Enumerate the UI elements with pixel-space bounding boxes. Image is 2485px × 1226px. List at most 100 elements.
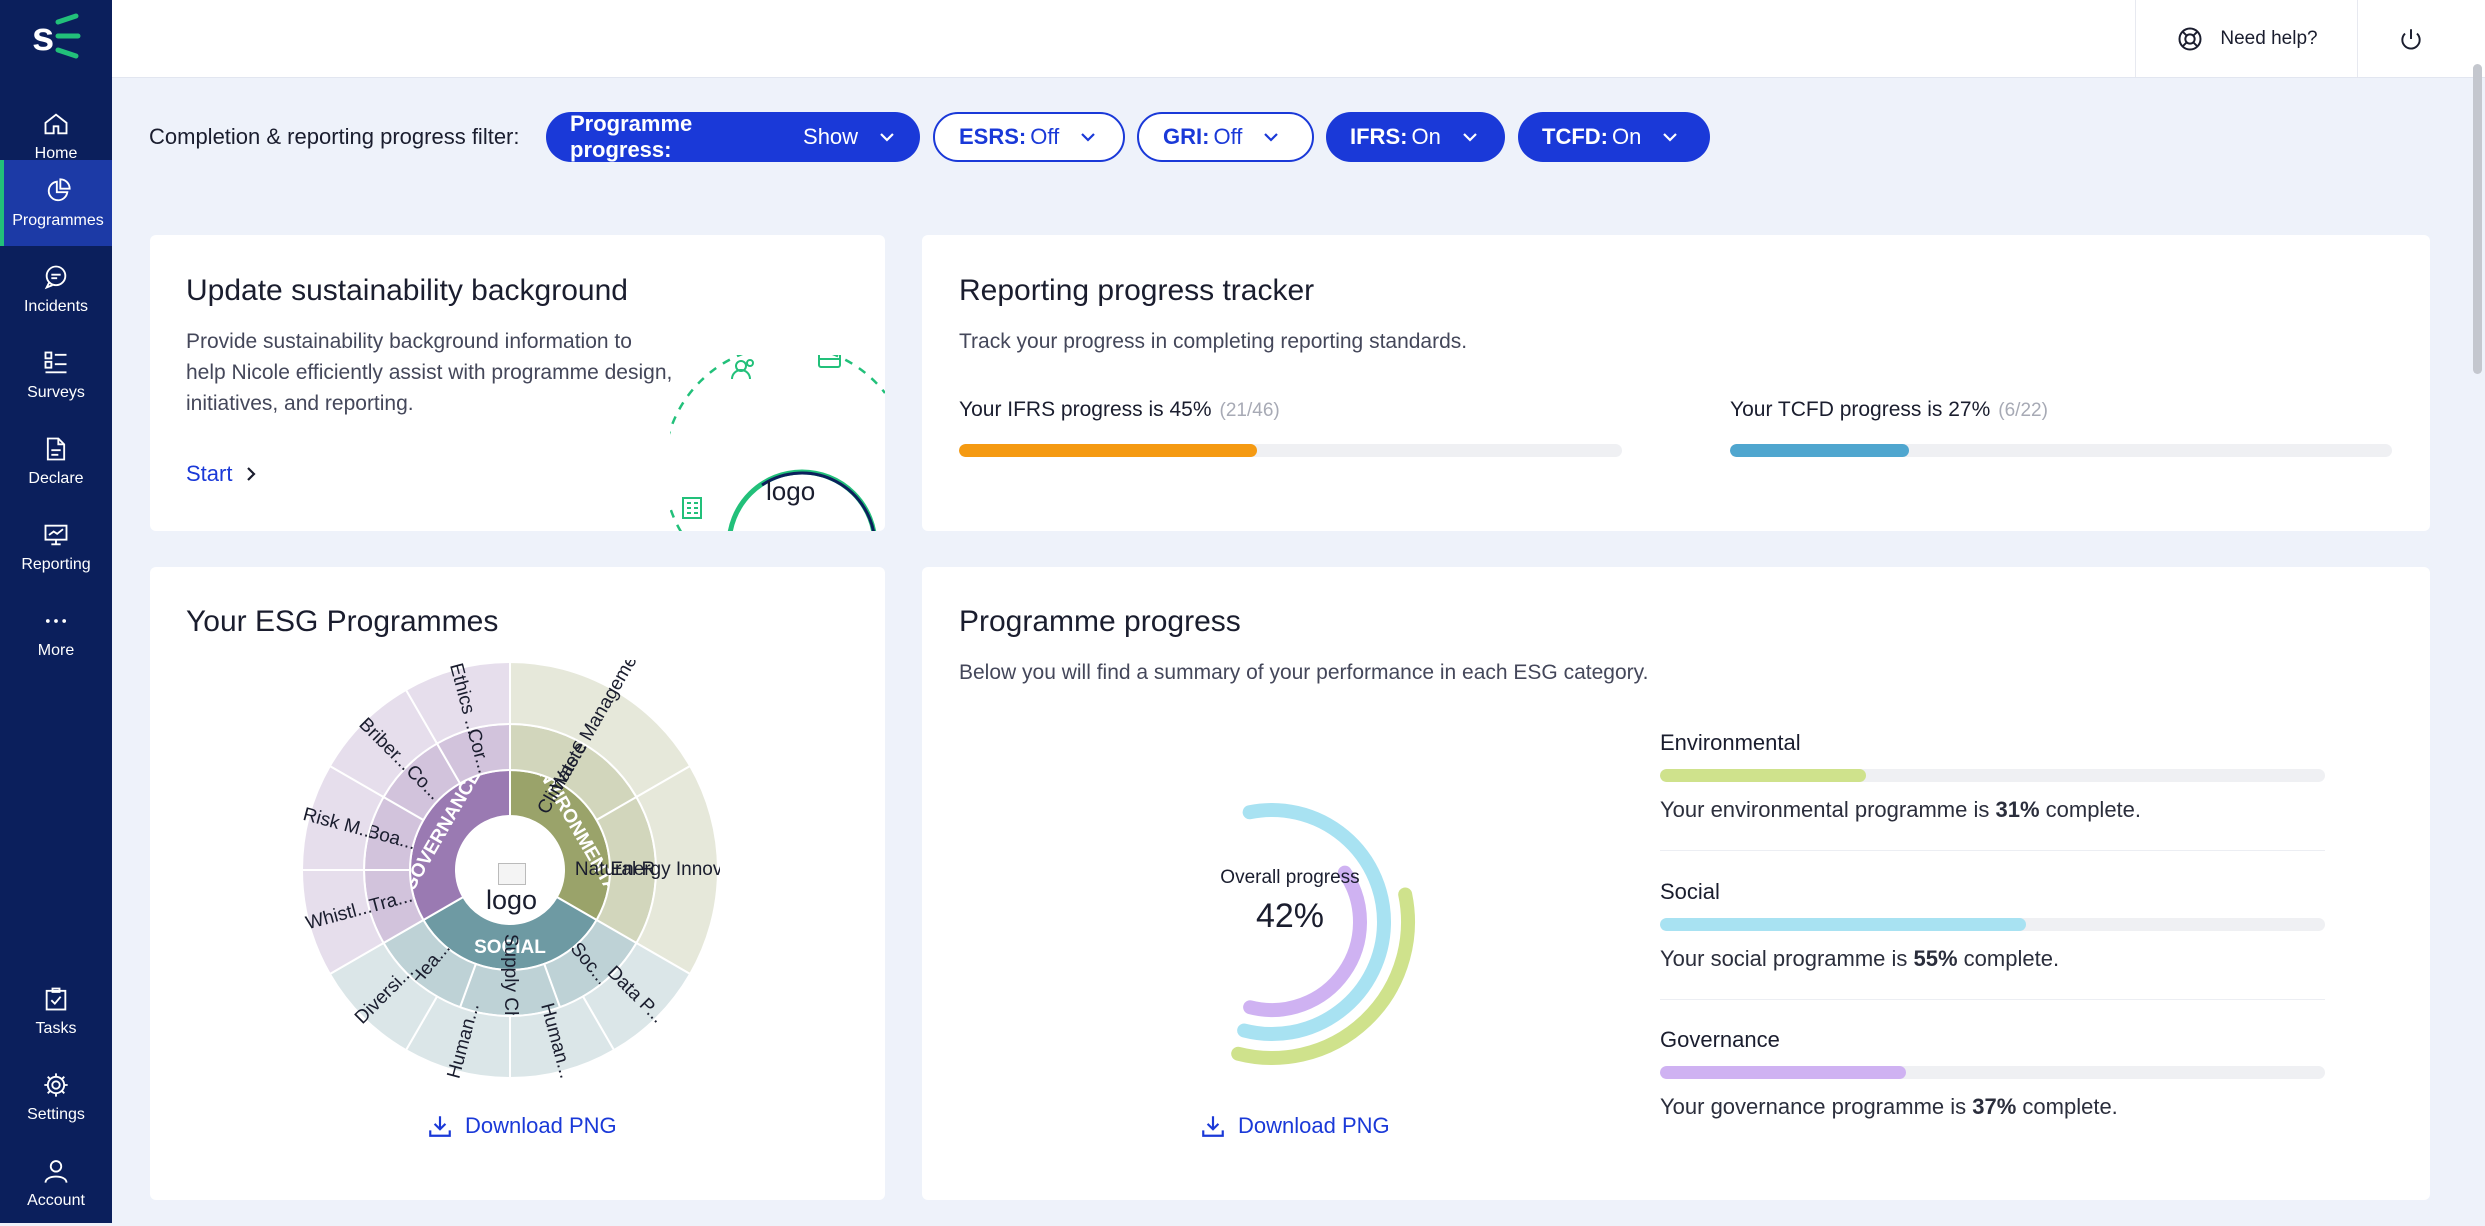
ifrs-progress-text: Your IFRS progress is 45% bbox=[959, 398, 1212, 421]
svg-text:s: s bbox=[32, 15, 54, 59]
download-icon bbox=[429, 1116, 451, 1137]
card-description: Provide sustainability background inform… bbox=[186, 330, 673, 415]
social-progress-bar bbox=[1660, 918, 2325, 931]
chevron-down-icon bbox=[1463, 133, 1477, 142]
need-help-label: Need help? bbox=[2220, 27, 2318, 49]
start-label: Start bbox=[186, 461, 233, 486]
chip-value: On bbox=[1611, 124, 1642, 149]
more-dots-icon bbox=[45, 618, 67, 623]
social-label: Social bbox=[1660, 879, 1720, 904]
chip-value: Off bbox=[1030, 124, 1060, 149]
filter-chip-ifrs[interactable]: IFRS: On bbox=[1326, 112, 1505, 162]
chip-value: On bbox=[1411, 124, 1441, 149]
ifrs-progress-count: (21/46) bbox=[1219, 400, 1280, 421]
filter-chip-tcfd[interactable]: TCFD: On bbox=[1518, 112, 1710, 162]
programme-progress-card: Programme progress Below you will find a… bbox=[922, 567, 2430, 1200]
nav-account[interactable]: Account bbox=[0, 1140, 112, 1226]
ifrs-progress-bar bbox=[959, 444, 1622, 457]
esg-programmes-card: Your ESG Programmes ENVIRONMENTAL Climate… bbox=[150, 567, 885, 1200]
filter-chip-gri[interactable]: GRI: Off bbox=[1137, 112, 1314, 162]
card-title: Update sustainability background bbox=[186, 274, 628, 307]
nav-reporting-label: Reporting bbox=[21, 555, 91, 573]
ifrs-progress-fill bbox=[959, 444, 1258, 457]
tcfd-progress-count: (6/22) bbox=[1998, 400, 2048, 421]
chevron-down-icon bbox=[880, 133, 894, 142]
nav-surveys-label: Surveys bbox=[27, 383, 85, 401]
nav-more[interactable]: More bbox=[0, 590, 112, 676]
card-title: Programme progress bbox=[959, 605, 1241, 638]
logout-button[interactable] bbox=[2357, 0, 2464, 77]
top-bar bbox=[112, 0, 2485, 78]
filter-chip-esrs[interactable]: ESRS: Off bbox=[933, 112, 1125, 162]
sidebar: s Home Programmes Incidents Surveys Decl… bbox=[0, 0, 112, 1223]
environmental-summary: Your environmental programme is 31% comp… bbox=[1660, 797, 2141, 823]
document-icon bbox=[46, 437, 66, 460]
monitor-chart-icon bbox=[44, 524, 68, 545]
nav-declare-label: Declare bbox=[28, 469, 84, 487]
building-icon bbox=[682, 497, 702, 519]
sunburst-outer-label: Energy Innovation bbox=[610, 859, 720, 880]
summary-percent: 31% bbox=[1995, 797, 2040, 822]
radial-arc-governance bbox=[1243, 865, 1367, 1017]
governance-progress-bar bbox=[1660, 1066, 2325, 1079]
nav-account-label: Account bbox=[27, 1191, 85, 1209]
tcfd-progress-fill bbox=[1730, 444, 1909, 457]
filter-chip-programme-progress[interactable]: Programme progress: Show bbox=[546, 111, 920, 162]
pie-chart-icon bbox=[47, 177, 71, 201]
sunburst-outer-segment[interactable] bbox=[404, 660, 511, 745]
power-icon bbox=[2401, 28, 2421, 49]
chip-key: Programme progress: bbox=[570, 111, 693, 162]
gear-icon bbox=[44, 1072, 68, 1097]
nav-reporting[interactable]: Reporting bbox=[0, 504, 112, 590]
background-illustration bbox=[670, 355, 885, 531]
environmental-progress-fill bbox=[1660, 769, 1867, 782]
sustainability-background-card: Update sustainability background Provide… bbox=[150, 235, 885, 531]
card-title: Your ESG Programmes bbox=[186, 605, 499, 638]
nav-home[interactable]: Home bbox=[0, 93, 112, 179]
card-subtitle: Track your progress in completing report… bbox=[959, 330, 1468, 353]
chip-key: IFRS: bbox=[1350, 124, 1408, 149]
nav-settings[interactable]: Settings bbox=[0, 1054, 112, 1140]
summary-text: Your governance programme is bbox=[1660, 1094, 1973, 1119]
nav-more-label: More bbox=[37, 641, 75, 659]
nav-tasks[interactable]: Tasks bbox=[0, 968, 112, 1054]
governance-progress-fill bbox=[1660, 1066, 1907, 1079]
chip-key: ESRS: bbox=[959, 124, 1027, 149]
esg-download-png-button[interactable]: Download PNG bbox=[427, 1113, 617, 1139]
nav-programmes[interactable]: Programmes bbox=[0, 160, 112, 246]
nav-home-label: Home bbox=[34, 144, 78, 162]
chevron-down-icon bbox=[1663, 133, 1678, 142]
radial-arc-environmental bbox=[1231, 887, 1415, 1065]
survey-list-icon bbox=[44, 351, 67, 373]
nav-declare[interactable]: Declare bbox=[0, 418, 112, 504]
progress-download-png-button[interactable]: Download PNG bbox=[1200, 1113, 1390, 1139]
environmental-progress-bar bbox=[1660, 769, 2325, 782]
summary-suffix: complete. bbox=[2039, 797, 2142, 822]
background-logo-placeholder: logo bbox=[766, 476, 816, 506]
nav-surveys[interactable]: Surveys bbox=[0, 332, 112, 418]
chat-bubble-icon bbox=[44, 265, 67, 289]
people-icon bbox=[731, 359, 754, 380]
brand-logo[interactable]: s bbox=[28, 10, 84, 62]
overall-progress-label: Overall progress bbox=[1220, 867, 1360, 888]
nav-incidents[interactable]: Incidents bbox=[0, 246, 112, 332]
environmental-label: Environmental bbox=[1660, 730, 1801, 755]
summary-percent: 37% bbox=[1972, 1094, 2017, 1119]
social-progress-fill bbox=[1660, 918, 2026, 931]
reporting-progress-tracker-card: Reporting progress tracker Track your pr… bbox=[922, 235, 2430, 531]
chevron-right-icon bbox=[247, 467, 257, 481]
summary-percent: 55% bbox=[1913, 946, 1958, 971]
nav-settings-label: Settings bbox=[27, 1105, 85, 1123]
clipboard-check-icon bbox=[45, 987, 67, 1010]
start-link[interactable]: Start bbox=[186, 461, 258, 487]
chevron-down-icon bbox=[1264, 133, 1279, 142]
social-summary: Your social programme is 55% complete. bbox=[1660, 946, 2059, 972]
governance-summary: Your governance programme is 37% complet… bbox=[1660, 1094, 2118, 1120]
page-scrollbar[interactable] bbox=[2473, 64, 2482, 374]
divider bbox=[1660, 999, 2325, 1000]
tcfd-progress-bar bbox=[1730, 444, 2392, 457]
overall-progress-radial-chart bbox=[1231, 803, 1415, 1065]
briefcase-icon bbox=[818, 355, 841, 368]
need-help-button[interactable]: Need help? bbox=[2135, 0, 2358, 77]
